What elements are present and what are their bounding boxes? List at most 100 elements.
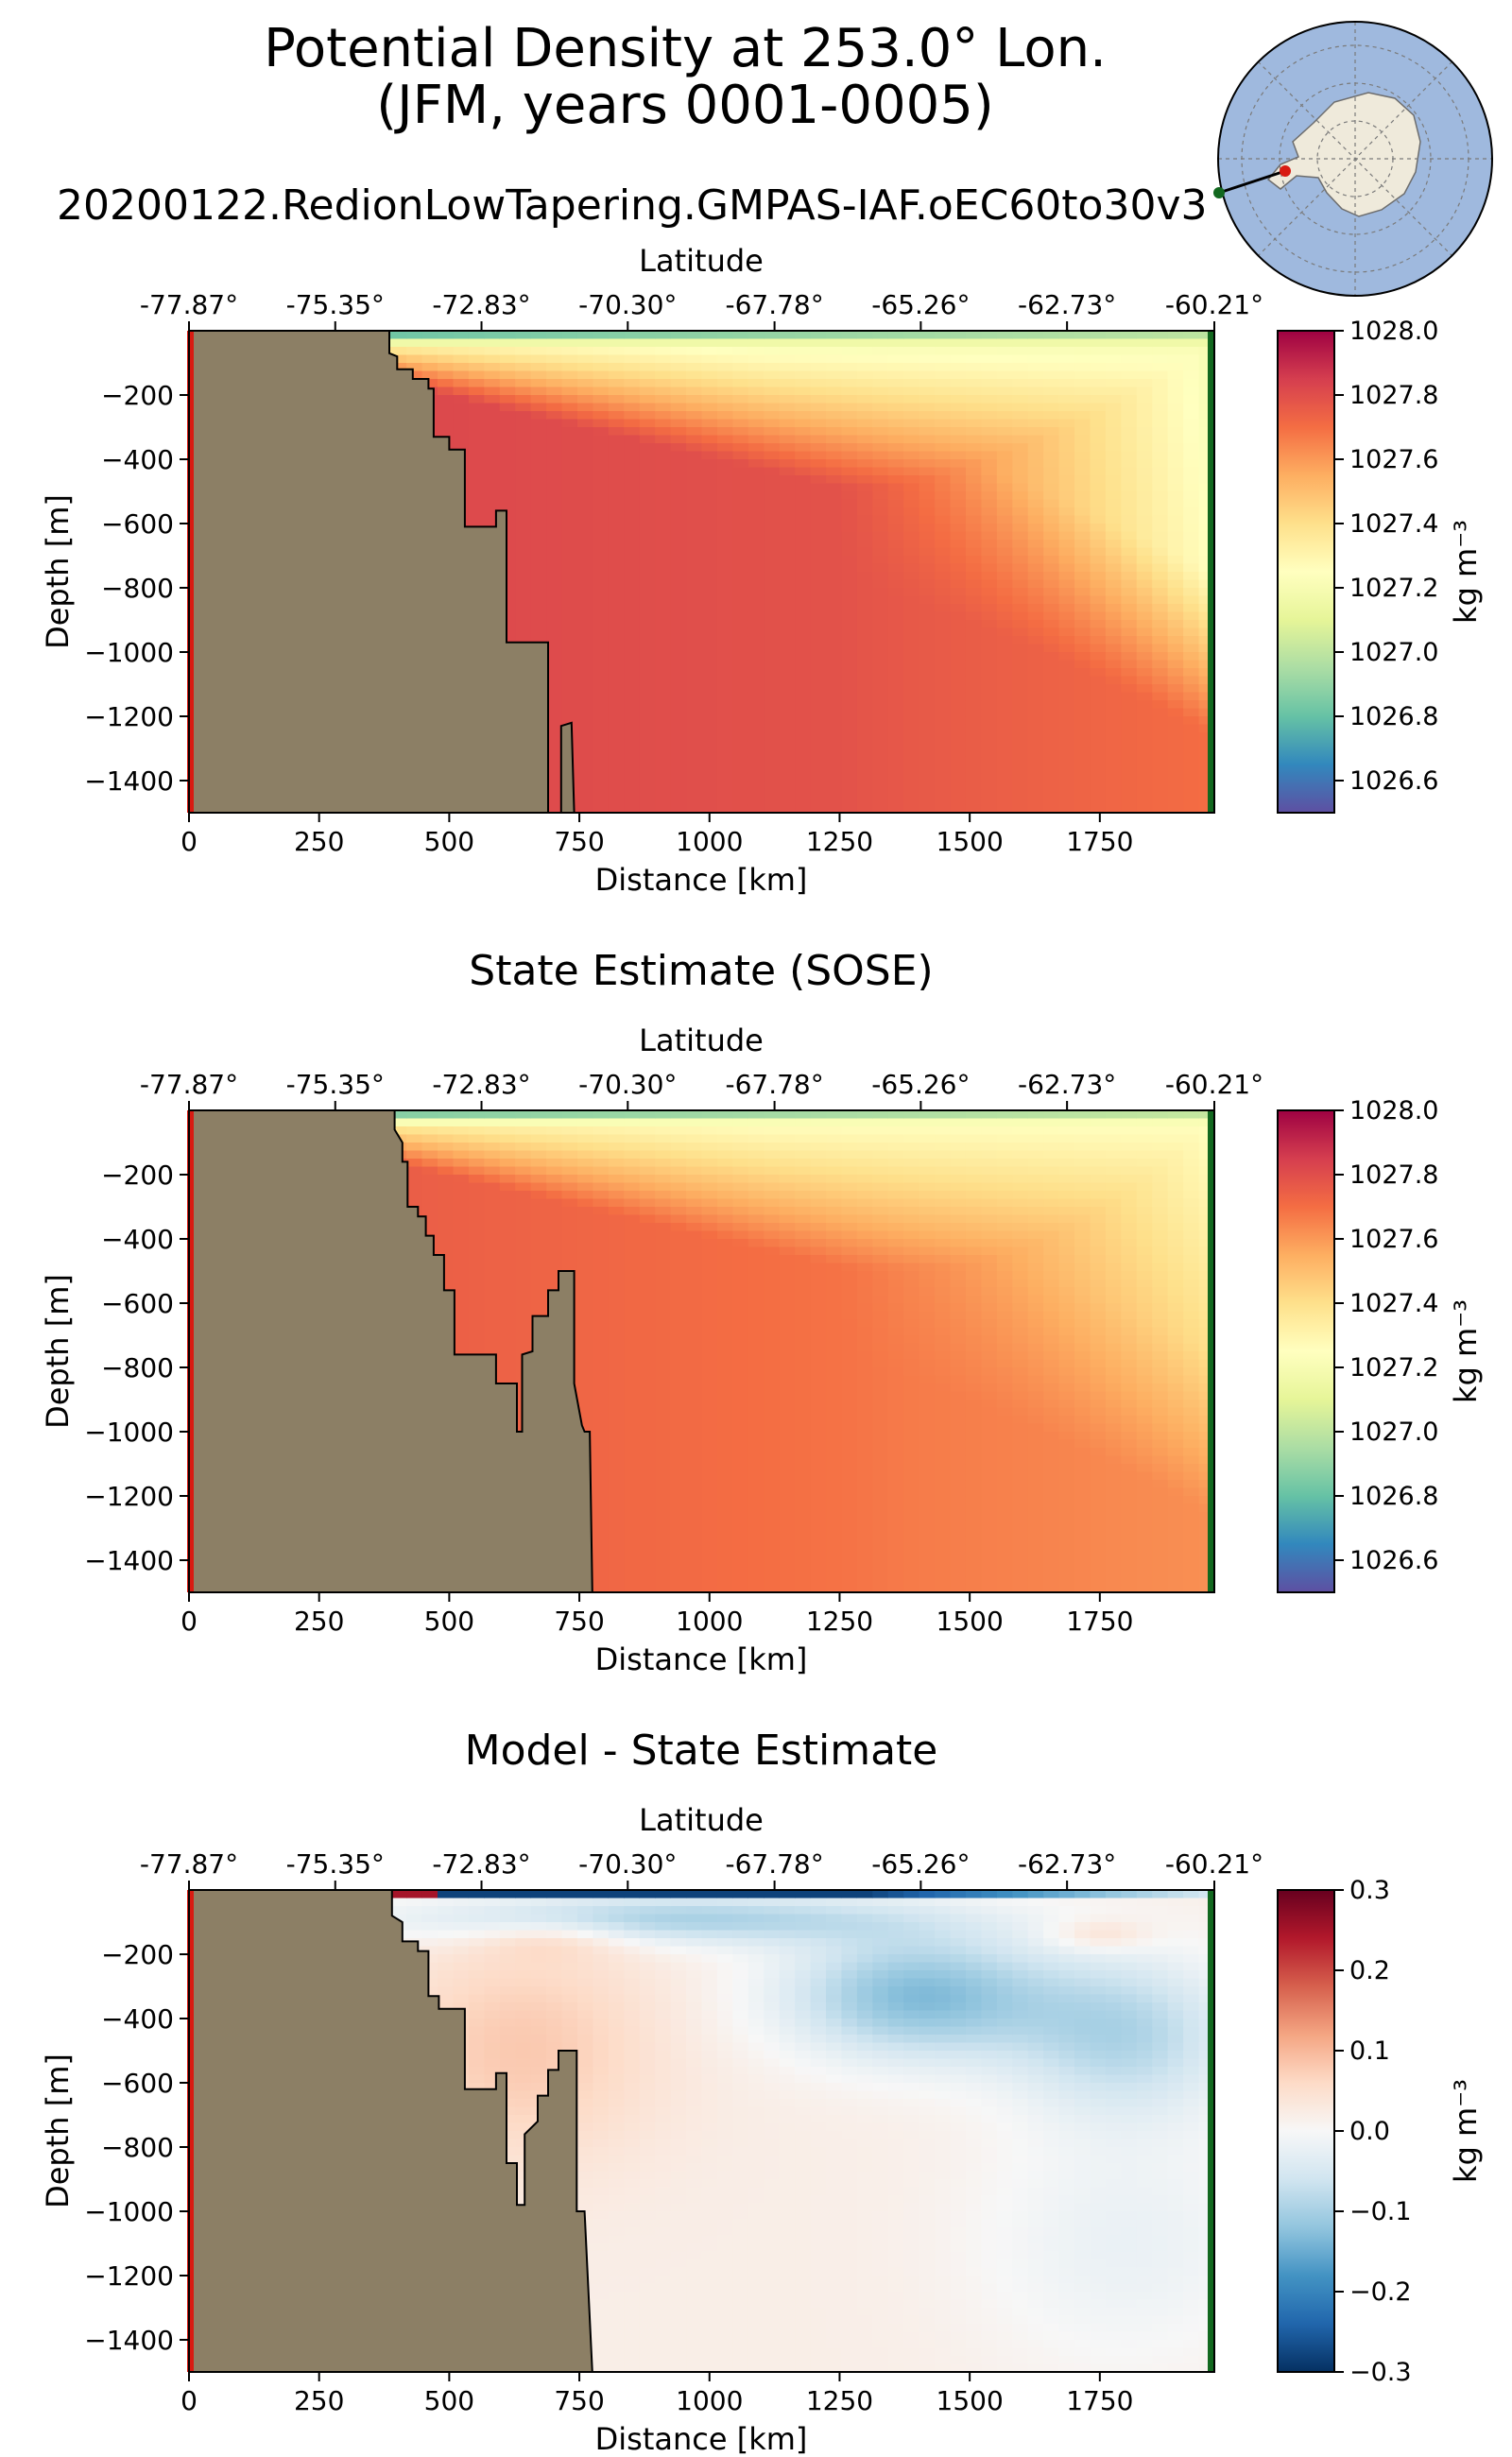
heatmap-cell xyxy=(747,338,765,348)
heatmap-cell xyxy=(1136,668,1153,678)
heatmap-cell xyxy=(779,724,796,733)
heatmap-cell xyxy=(1198,547,1214,557)
heatmap-cell xyxy=(732,611,749,621)
heatmap-cell xyxy=(841,708,858,717)
heatmap-cell xyxy=(670,676,687,685)
heatmap-cell xyxy=(856,331,873,340)
heatmap-cell xyxy=(965,781,983,790)
heatmap-cell xyxy=(950,435,967,444)
heatmap-cell xyxy=(1027,765,1044,774)
heatmap-cell xyxy=(841,652,858,662)
heatmap-cell xyxy=(421,347,438,356)
heatmap-cell xyxy=(670,435,687,444)
heatmap-cell xyxy=(624,781,641,790)
heatmap-cell xyxy=(887,644,904,653)
heatmap-cell xyxy=(810,331,827,340)
heatmap-cell xyxy=(576,620,594,629)
heatmap-cell xyxy=(576,483,594,492)
heatmap-cell xyxy=(841,387,858,396)
heatmap-cell xyxy=(624,524,641,533)
heatmap-cell xyxy=(1152,756,1169,765)
heatmap-cell xyxy=(1167,692,1184,701)
heatmap-cell xyxy=(1198,708,1214,717)
heatmap-cell xyxy=(546,547,563,557)
heatmap-cell xyxy=(732,411,749,421)
heatmap-cell xyxy=(1136,708,1153,717)
heatmap-cell xyxy=(593,403,610,412)
heatmap-cell xyxy=(406,370,423,380)
heatmap-cell xyxy=(935,411,952,421)
heatmap-cell xyxy=(732,579,749,589)
heatmap-cell xyxy=(1043,354,1060,364)
heatmap-cell xyxy=(593,427,610,437)
heatmap-cell xyxy=(593,524,610,533)
heatmap-cell xyxy=(686,588,703,597)
heatmap-cell xyxy=(1198,491,1214,501)
heatmap-cell xyxy=(779,692,796,701)
heatmap-cell xyxy=(624,475,641,485)
heatmap-cell xyxy=(872,668,889,678)
heatmap-cell xyxy=(655,427,672,437)
heatmap-cell xyxy=(608,435,625,444)
heatmap-cell xyxy=(639,692,656,701)
heatmap-cell xyxy=(499,483,516,492)
heatmap-cell xyxy=(1074,451,1091,460)
heatmap-cell xyxy=(1090,331,1107,340)
heatmap-cell xyxy=(716,507,733,517)
heatmap-cell xyxy=(965,338,983,348)
heatmap-cell xyxy=(996,572,1013,581)
heatmap-cell xyxy=(624,403,641,412)
heatmap-cell xyxy=(1058,499,1075,508)
heatmap-cell xyxy=(1105,491,1122,501)
heatmap-cell xyxy=(515,459,532,469)
heatmap-cell xyxy=(1027,540,1044,549)
heatmap-cell xyxy=(747,467,765,476)
heatmap-cell xyxy=(1027,483,1044,492)
heatmap-cell xyxy=(1090,540,1107,549)
heatmap-cell xyxy=(406,1166,423,1176)
heatmap-cell xyxy=(1183,547,1200,557)
heatmap-cell xyxy=(1136,556,1153,565)
heatmap-cell xyxy=(856,804,873,813)
heatmap-cell xyxy=(561,531,578,541)
heatmap-cell xyxy=(1198,668,1214,678)
heatmap-cell xyxy=(950,563,967,573)
heatmap-cell xyxy=(515,411,532,421)
heatmap-cell xyxy=(530,451,547,460)
heatmap-cell xyxy=(872,547,889,557)
heatmap-cell xyxy=(670,732,687,742)
heatmap-cell xyxy=(856,395,873,404)
heatmap-cell xyxy=(747,692,765,701)
heatmap-cell xyxy=(593,668,610,678)
heatmap-cell xyxy=(919,604,936,613)
heatmap-cell xyxy=(639,451,656,460)
heatmap-cell xyxy=(996,700,1013,710)
heatmap-cell xyxy=(624,547,641,557)
heatmap-cell xyxy=(1090,756,1107,765)
heatmap-cell xyxy=(1105,347,1122,356)
colorbar-tick-label: 1027.4 xyxy=(1349,509,1438,539)
heatmap-cell xyxy=(856,781,873,790)
heatmap-cell xyxy=(1121,338,1138,348)
heatmap-cell xyxy=(1198,636,1214,645)
heatmap-cell xyxy=(935,788,952,798)
heatmap-cell xyxy=(841,595,858,605)
heatmap-cell xyxy=(561,547,578,557)
heatmap-cell xyxy=(421,354,438,364)
heatmap-cell xyxy=(1198,451,1214,460)
heatmap-cell xyxy=(826,379,843,388)
heatmap-cell xyxy=(701,611,718,621)
heatmap-cell xyxy=(810,788,827,798)
heatmap-cell xyxy=(996,595,1013,605)
heatmap-cell xyxy=(716,797,733,806)
heatmap-cell xyxy=(872,347,889,356)
heatmap-cell xyxy=(655,540,672,549)
heatmap-cell xyxy=(919,556,936,565)
heatmap-cell xyxy=(1167,419,1184,428)
heatmap-cell xyxy=(935,475,952,485)
heatmap-cell xyxy=(810,732,827,742)
heatmap-cell xyxy=(1074,363,1091,372)
heatmap-cell xyxy=(981,756,998,765)
heatmap-cell xyxy=(1043,644,1060,653)
heatmap-cell xyxy=(546,588,563,597)
